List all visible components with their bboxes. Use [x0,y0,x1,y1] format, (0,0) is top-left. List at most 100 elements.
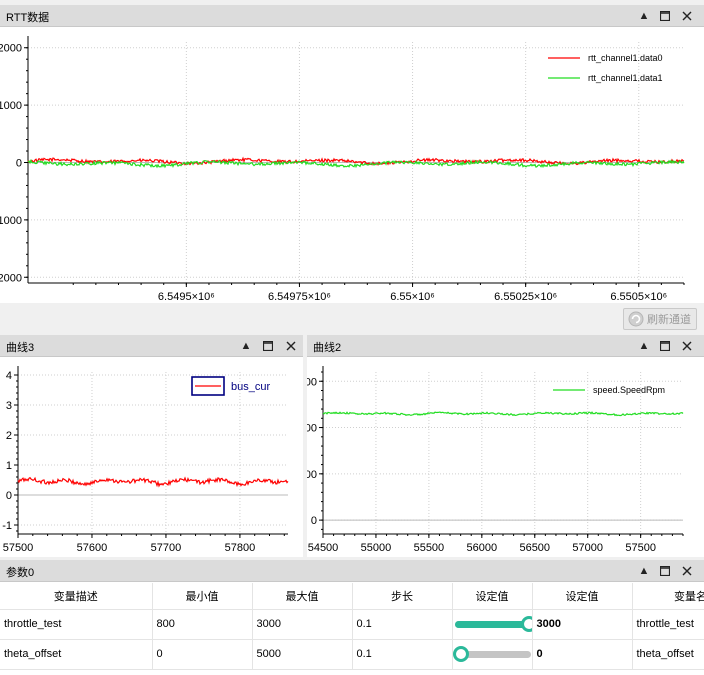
x-tick-label: 54500 [308,542,339,554]
x-tick-label: 57600 [77,542,108,554]
row-name: throttle_test [632,609,704,640]
series-line [322,411,684,417]
x-tick-label: 55500 [414,542,445,554]
row-desc[interactable]: throttle_test [0,609,153,640]
series-line [27,156,685,166]
table-row[interactable]: throttle_test 800 3000 0.1 3000 throttle… [0,609,704,640]
row-slider-cell [452,639,533,670]
maximize-icon[interactable] [657,8,673,24]
refresh-icon [628,311,644,327]
legend-label: rtt_channel1.data0 [588,53,663,63]
x-tick-label: 57500 [625,542,656,554]
params-titlebar[interactable]: 参数0 ▲ [0,560,704,582]
curve2-panel-title: 曲线2 [313,342,342,354]
row-slider-cell [452,609,533,640]
x-tick-label: 57700 [151,542,182,554]
curve3-panel-title: 曲线3 [6,342,35,354]
collapse-icon[interactable]: ▲ [240,340,252,352]
close-icon[interactable] [679,563,695,579]
curve2-panel: 曲线2 ▲ 54500 55000 55500 56000 56500 57000 5750… [307,335,704,557]
table-row[interactable]: theta_offset 0 5000 0.1 0 theta_offset [0,639,704,670]
col-header-min[interactable]: 最小值 [152,583,253,610]
y-tick-label: 100 [307,469,317,481]
row-value[interactable]: 0 [532,639,633,670]
refresh-channels-label: 刷新通道 [647,314,691,326]
curve2-chart[interactable]: 54500 55000 55500 56000 56500 57000 57500 0 100 2… [307,358,704,557]
col-header-desc[interactable]: 变量描述 [0,583,153,610]
row-max[interactable]: 5000 [252,639,353,670]
y-tick-label: 200 [307,423,317,435]
x-tick-label: 6.54975×10⁶ [268,291,331,303]
y-tick-label: 3 [6,400,12,412]
col-header-max[interactable]: 最大值 [252,583,353,610]
col-header-name[interactable]: 变量名称 [632,583,704,610]
row-value[interactable]: 3000 [532,609,633,640]
collapse-icon[interactable]: ▲ [638,340,650,352]
y-tick-label: 0 [6,490,12,502]
row-max[interactable]: 3000 [252,609,353,640]
x-tick-label: 55000 [361,542,392,554]
y-tick-label: 2000 [0,43,22,55]
close-icon[interactable] [679,8,695,24]
curve3-titlebar[interactable]: 曲线3 ▲ [0,335,303,357]
col-header-value[interactable]: 设定值 [532,583,633,610]
rtt-panel-title: RTT数据 [6,12,50,24]
x-tick-label: 6.55×10⁶ [390,291,435,303]
rtt-panel: RTT数据 ▲ 6.5495×10⁶ 6.54975×10⁶ 6.55×10⁶ 6.5… [0,5,704,303]
params-table-header: 变量描述 最小值 最大值 步长 设定值 设定值 变量名称 [0,583,704,610]
series-line [17,476,289,488]
value-slider[interactable] [453,616,531,632]
y-tick-label: 0 [311,515,317,527]
curve3-panel: 曲线3 ▲ 57500 57600 57700 57800 -1 0 1 2 3 4 bus_cur [0,335,303,557]
curve3-chart[interactable]: 57500 57600 57700 57800 -1 0 1 2 3 4 bus_cur [0,358,303,557]
x-tick-label: 57500 [3,542,34,554]
legend-label: bus_cur [231,381,270,393]
slider-handle[interactable] [452,646,469,662]
y-tick-label: 4 [6,370,12,382]
close-icon[interactable] [679,338,695,354]
maximize-icon[interactable] [657,338,673,354]
row-desc[interactable]: theta_offset [0,639,153,670]
x-tick-label: 6.55025×10⁶ [494,291,557,303]
y-tick-label: 1 [6,460,12,472]
slider-handle[interactable] [520,616,531,632]
x-tick-label: 56000 [467,542,498,554]
row-min[interactable]: 0 [152,639,253,670]
y-tick-label: -2000 [0,272,22,284]
value-slider[interactable] [452,646,532,662]
series-line [27,158,685,169]
close-icon[interactable] [283,338,299,354]
row-step[interactable]: 0.1 [352,639,453,670]
collapse-icon[interactable]: ▲ [638,10,650,22]
maximize-icon[interactable] [260,338,276,354]
curve2-titlebar[interactable]: 曲线2 ▲ [307,335,704,357]
refresh-channels-button[interactable]: 刷新通道 [623,308,697,330]
slider-track [454,651,531,658]
x-tick-label: 6.5495×10⁶ [158,291,215,303]
slider-fill [454,621,531,628]
y-tick-label: 300 [307,376,317,388]
y-tick-label: 0 [16,158,22,170]
y-tick-label: 2 [6,430,12,442]
row-name: theta_offset [632,639,704,670]
col-header-slider[interactable]: 设定值 [452,583,533,610]
params-panel-title: 参数0 [6,567,35,579]
params-table: 变量描述 最小值 最大值 步长 设定值 设定值 变量名称 throttle_te… [0,583,704,670]
x-tick-label: 56500 [519,542,550,554]
x-tick-label: 57800 [225,542,256,554]
maximize-icon[interactable] [657,563,673,579]
y-tick-label: -1 [2,520,12,532]
y-tick-label: 1000 [0,100,22,112]
rtt-titlebar[interactable]: RTT数据 ▲ [0,5,704,27]
legend-label: rtt_channel1.data1 [588,73,663,83]
legend-label: speed.SpeedRpm [593,385,665,395]
col-header-step[interactable]: 步长 [352,583,453,610]
x-tick-label: 57000 [572,542,603,554]
params-panel: 参数0 ▲ 变量描述 最小值 最大值 步长 设定值 设定值 变量名称 [0,560,704,675]
rtt-chart[interactable]: 6.5495×10⁶ 6.54975×10⁶ 6.55×10⁶ 6.55025×10⁶… [0,28,704,303]
x-tick-label: 6.5505×10⁶ [610,291,667,303]
row-step[interactable]: 0.1 [352,609,453,640]
y-tick-label: -1000 [0,215,22,227]
row-min[interactable]: 800 [152,609,253,640]
collapse-icon[interactable]: ▲ [638,565,650,577]
